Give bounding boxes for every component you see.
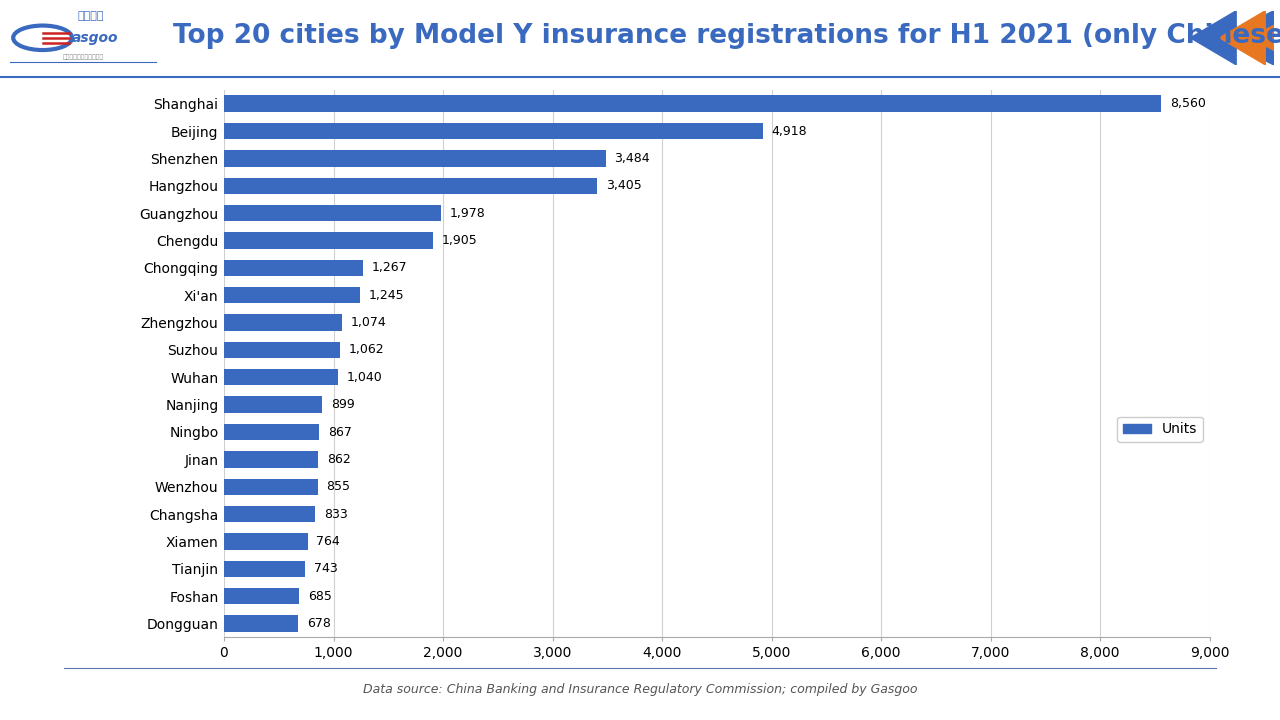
- Bar: [224, 150, 605, 166]
- Text: 盖世汽车: 盖世汽车: [78, 12, 105, 22]
- Bar: [224, 397, 323, 413]
- Text: 3,405: 3,405: [605, 179, 641, 192]
- Bar: [224, 315, 342, 330]
- Polygon shape: [1220, 11, 1280, 65]
- Bar: [224, 287, 361, 303]
- Text: 1,978: 1,978: [449, 207, 485, 220]
- Text: 8,560: 8,560: [1170, 97, 1206, 110]
- Bar: [224, 96, 1161, 112]
- Text: 899: 899: [332, 398, 355, 411]
- Text: 1,267: 1,267: [371, 261, 407, 274]
- Text: 3,484: 3,484: [614, 152, 650, 165]
- Text: 862: 862: [328, 453, 351, 466]
- Legend: Units: Units: [1117, 417, 1203, 442]
- Bar: [224, 123, 763, 139]
- Text: 743: 743: [314, 562, 338, 575]
- Text: asgoo: asgoo: [72, 31, 119, 45]
- Bar: [224, 588, 300, 604]
- Bar: [224, 233, 433, 248]
- Text: 1,040: 1,040: [347, 371, 383, 384]
- Text: 1,905: 1,905: [442, 234, 477, 247]
- Text: 4,918: 4,918: [772, 125, 806, 138]
- Text: 764: 764: [316, 535, 340, 548]
- Text: 1,245: 1,245: [369, 289, 404, 302]
- Bar: [224, 260, 362, 276]
- Bar: [224, 479, 317, 495]
- Bar: [224, 205, 440, 221]
- Bar: [224, 424, 319, 440]
- Bar: [224, 561, 306, 577]
- Bar: [224, 534, 307, 549]
- Bar: [224, 342, 340, 358]
- Bar: [224, 178, 596, 194]
- Text: Top 20 cities by Model Y insurance registrations for H1 2021 (only Chinese mainl: Top 20 cities by Model Y insurance regis…: [173, 23, 1280, 49]
- Text: 855: 855: [326, 480, 351, 493]
- Polygon shape: [1190, 11, 1274, 65]
- Text: 1,062: 1,062: [349, 343, 385, 356]
- Bar: [224, 506, 315, 522]
- Text: 833: 833: [324, 508, 348, 521]
- Text: Data source: China Banking and Insurance Regulatory Commission; compiled by Gasg: Data source: China Banking and Insurance…: [362, 683, 918, 696]
- Text: 1,074: 1,074: [351, 316, 387, 329]
- Text: 867: 867: [328, 426, 352, 438]
- Bar: [224, 451, 319, 467]
- Bar: [224, 369, 338, 385]
- Text: 685: 685: [307, 590, 332, 603]
- Text: 678: 678: [307, 617, 332, 630]
- Text: 汽车产业链全球商务平台: 汽车产业链全球商务平台: [63, 55, 105, 60]
- Bar: [224, 616, 298, 631]
